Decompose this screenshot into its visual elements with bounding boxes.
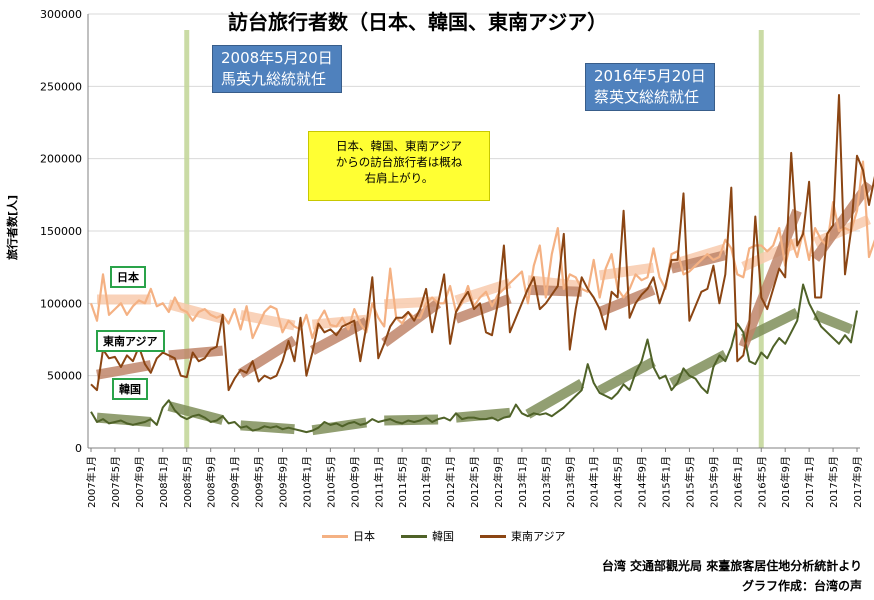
series-line-2 [90, 94, 874, 392]
legend-label-korea: 韓国 [432, 530, 454, 543]
legend-item-southeast-asia: 東南アジア [480, 528, 566, 544]
event-line-1 [758, 30, 764, 448]
x-tick-28: 2016年5月 [755, 456, 768, 508]
series-line-1 [90, 283, 858, 434]
x-tick-3: 2008年1月 [157, 456, 170, 508]
trend-2-10 [811, 180, 874, 262]
event-callout-2016-text: 蔡英文総統就任 [594, 88, 700, 106]
trend-2-0 [96, 360, 152, 380]
legend-swatch-southeast-asia [480, 534, 506, 538]
x-tick-23: 2014年9月 [636, 456, 649, 508]
x-tick-1: 2007年5月 [109, 456, 122, 508]
x-tick-30: 2017年1月 [803, 456, 816, 508]
x-tick-17: 2012年9月 [492, 456, 505, 508]
trend-1-10 [813, 310, 853, 335]
x-tick-18: 2013年1月 [516, 456, 529, 508]
trend-bars [96, 180, 874, 436]
x-tick-11: 2010年9月 [348, 456, 361, 508]
y-tick-100000: 100000 [40, 297, 82, 310]
y-tick-150000: 150000 [40, 225, 82, 238]
y-axis-label: 旅行者数[人] [6, 194, 19, 260]
note-line-3: 右肩上がり。 [364, 171, 434, 185]
x-tick-24: 2015年1月 [660, 456, 673, 508]
legend: 日本 韓国 東南アジア [322, 528, 566, 544]
y-tick-0: 0 [75, 442, 82, 455]
legend-item-korea: 韓国 [401, 528, 454, 544]
source-line-2: グラフ作成：台湾の声 [741, 579, 862, 593]
legend-swatch-japan [322, 534, 348, 538]
event-callout-2008: 2008年5月20日 馬英九総統就任 [212, 45, 342, 93]
source-credit: 台湾 交通部觀光局 來臺旅客居住地分析統計より グラフ作成：台湾の声 [602, 556, 862, 596]
trend-2-3 [310, 317, 369, 355]
x-tick-9: 2010年1月 [300, 456, 313, 508]
x-tick-8: 2009年9月 [277, 456, 290, 508]
x-tick-26: 2015年9月 [707, 456, 720, 508]
trend-1-1 [167, 401, 224, 425]
x-tick-27: 2016年1月 [731, 456, 744, 508]
legend-item-japan: 日本 [322, 528, 375, 544]
legend-label-southeast-asia: 東南アジア [511, 530, 566, 543]
x-tick-10: 2010年5月 [324, 456, 337, 508]
x-tick-19: 2013年5月 [540, 456, 553, 508]
note-line-2: からの訪台旅行者は概ね [335, 155, 463, 169]
legend-swatch-korea [401, 534, 427, 538]
x-tick-20: 2013年9月 [564, 456, 577, 508]
x-tick-15: 2012年1月 [444, 456, 457, 508]
trend-1-5 [455, 407, 511, 423]
x-tick-29: 2016年9月 [779, 456, 792, 508]
y-tick-250000: 250000 [40, 80, 82, 93]
x-tick-0: 2007年1月 [85, 456, 98, 508]
x-tick-5: 2008年9月 [205, 456, 218, 508]
event-callout-2016-date: 2016年5月20日 [594, 67, 706, 85]
trend-0-6 [527, 275, 583, 291]
x-tick-labels: 2007年1月 2007年5月 2007年9月 2008年1月 2008年5月 2008年… [85, 448, 864, 508]
x-tick-7: 2009年5月 [253, 456, 266, 508]
x-tick-12: 2011年1月 [372, 456, 385, 508]
x-tick-6: 2009年1月 [229, 456, 242, 508]
y-tick-300000: 300000 [40, 8, 82, 21]
y-tick-50000: 50000 [47, 370, 82, 383]
x-tick-21: 2014年1月 [588, 456, 601, 508]
event-line-0 [184, 30, 190, 448]
trend-2-5 [454, 293, 512, 324]
y-tick-200000: 200000 [40, 153, 82, 166]
x-tick-31: 2017年5月 [827, 456, 840, 508]
x-tick-32: 2017年9月 [851, 456, 864, 508]
event-callout-2008-date: 2008年5月20日 [221, 49, 333, 67]
note-line-1: 日本、韓国、東南アジア [335, 139, 463, 153]
series-tag-korea: 韓国 [112, 378, 148, 400]
trend-1-0 [96, 412, 152, 427]
chart-title: 訪台旅行者数（日本、韓国、東南アジア） [228, 10, 608, 34]
series-lines [89, 94, 874, 434]
trend-2-1 [168, 345, 224, 361]
x-tick-4: 2008年5月 [181, 456, 194, 508]
trend-1-6 [525, 379, 585, 419]
gridlines [88, 13, 860, 449]
y-tick-labels: 0 50000 100000 150000 200000 250000 300000 [40, 8, 82, 455]
annotation-note: 日本、韓国、東南アジア からの訪台旅行者は概ね 右肩上がり。 [308, 131, 490, 201]
x-tick-25: 2015年5月 [683, 456, 696, 508]
x-tick-22: 2014年5月 [612, 456, 625, 508]
event-callout-2008-text: 馬英九総統就任 [221, 70, 327, 88]
x-tick-16: 2012年5月 [468, 456, 481, 508]
x-tick-14: 2011年9月 [420, 456, 433, 508]
series-tag-japan: 日本 [110, 266, 146, 288]
event-callout-2016: 2016年5月20日 蔡英文総統就任 [585, 63, 715, 111]
legend-label-japan: 日本 [353, 530, 375, 543]
source-line-1: 台湾 交通部觀光局 來臺旅客居住地分析統計より [601, 559, 862, 573]
x-tick-13: 2011年5月 [396, 456, 409, 508]
event-lines [184, 30, 764, 448]
x-tick-2: 2007年9月 [133, 456, 146, 508]
trend-1-7 [597, 357, 656, 396]
series-tag-southeast-asia: 東南アジア [96, 330, 165, 352]
